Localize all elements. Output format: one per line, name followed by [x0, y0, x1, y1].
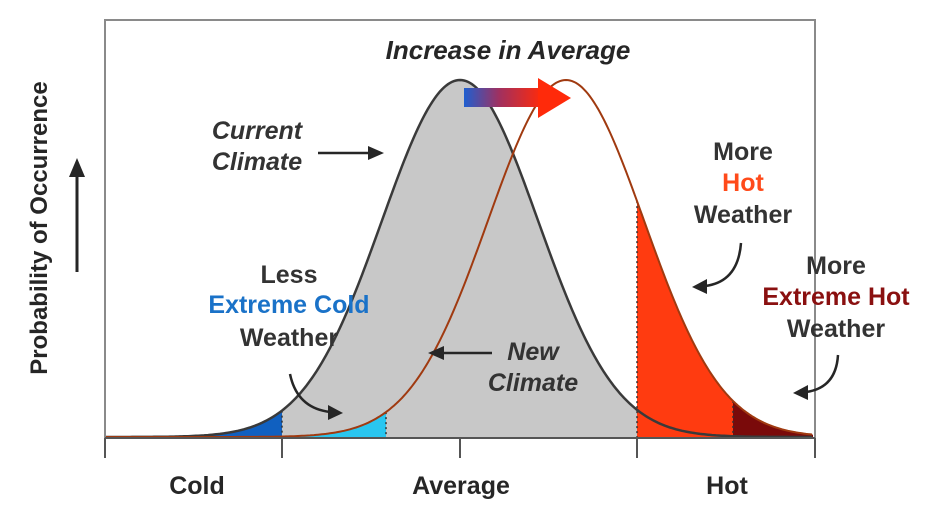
x-tick-label-hot: Hot [706, 472, 748, 500]
new-climate-label-line1: New [507, 338, 560, 366]
current-climate-arrow-icon [318, 146, 384, 160]
x-tick-label-cold: Cold [169, 472, 225, 500]
more-extreme-hot-label-line3: Weather [787, 315, 885, 343]
less-cold-label-line1: Less [261, 261, 318, 289]
new-climate-label-line2: Climate [488, 369, 578, 397]
less-cold-label-line3: Weather [240, 324, 338, 352]
diagram-title: Increase in Average [386, 35, 631, 65]
more-extreme-hot-label-line2: Extreme Hot [762, 283, 910, 311]
more-extreme-hot-area [733, 400, 813, 437]
current-climate-area [106, 80, 813, 437]
y-axis-label: Probability of Occurrence [26, 81, 53, 374]
more-hot-label-line2: Hot [722, 169, 764, 197]
new-climate-arrow-icon [428, 346, 492, 360]
shift-right-arrow-icon [464, 78, 571, 118]
current-climate-curve [106, 78, 812, 439]
extreme-cold-area [106, 410, 282, 437]
less-extreme-cold-area [282, 412, 386, 437]
less-cold-arrow-icon [288, 373, 343, 420]
current-climate-label-line1: Current [212, 117, 304, 145]
up-arrow-icon [69, 158, 85, 272]
more-hot-label-line3: Weather [694, 201, 792, 229]
more-hot-label-line1: More [713, 138, 773, 166]
more-extreme-hot-arrow-icon [793, 354, 840, 400]
less-cold-label-line2: Extreme Cold [208, 291, 369, 319]
x-tick-label-average: Average [412, 472, 510, 500]
current-climate-label-line2: Climate [212, 148, 302, 176]
more-extreme-hot-label-line1: More [806, 252, 866, 280]
more-hot-arrow-icon [692, 242, 743, 294]
more-hot-area [637, 201, 733, 437]
